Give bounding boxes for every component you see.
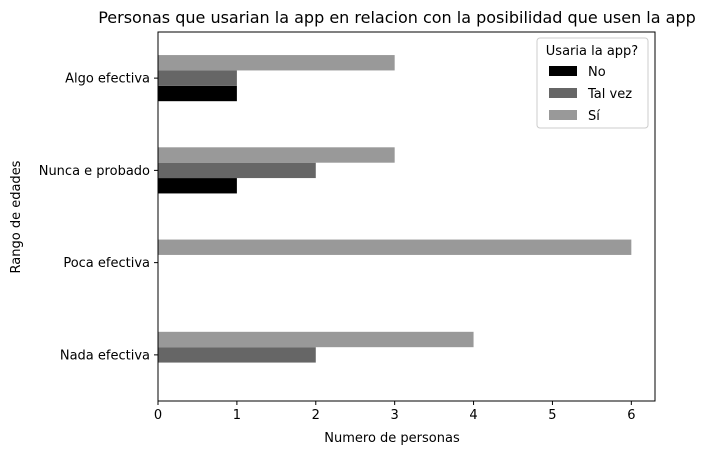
x-tick-label: 4	[469, 408, 477, 423]
x-tick-label: 0	[154, 408, 162, 423]
legend-box	[536, 37, 649, 129]
y-axis-label: Rango de edades	[9, 160, 24, 273]
bar-s--2	[158, 147, 395, 163]
x-tick-label: 2	[312, 408, 320, 423]
y-tick-label: Algo efectiva	[65, 72, 150, 87]
chart-title: Personas que usarian la app en relacion …	[98, 8, 696, 27]
legend-swatch	[549, 110, 577, 120]
x-axis-label: Numero de personas	[324, 431, 460, 446]
legend-label: Tal vez	[587, 87, 632, 102]
bar-no-3	[158, 85, 237, 102]
legend-title: Usaria la app?	[546, 44, 638, 59]
bar-s--3	[158, 55, 395, 71]
y-tick-label: Poca efectiva	[63, 256, 150, 271]
bar-tal-vez-0	[158, 347, 316, 363]
legend-swatch	[549, 88, 577, 98]
bar-tal-vez-2	[158, 162, 316, 179]
x-tick-label: 1	[233, 408, 241, 423]
legend-label: Sí	[588, 109, 600, 124]
x-tick-label: 5	[548, 408, 556, 423]
x-tick-label: 3	[391, 408, 399, 423]
bar-s--1	[158, 239, 632, 255]
bar-s--0	[158, 331, 474, 348]
y-tick-label: Nada efectiva	[60, 348, 150, 363]
bar-tal-vez-3	[158, 70, 237, 86]
bars-group	[158, 55, 632, 363]
legend-swatch	[549, 66, 577, 76]
legend-items: No Tal vez Sí	[549, 65, 632, 124]
x-tick-label: 6	[627, 408, 635, 423]
y-axis: Nada efectiva Poca efectiva Nunca e probad…	[39, 72, 158, 363]
legend: Usaria la app? No Tal vez Sí	[536, 37, 649, 129]
x-axis: 0 1 2 3 4 5 6	[154, 401, 635, 423]
plot-frame	[157, 31, 656, 402]
y-tick-label: Nunca e probado	[39, 164, 150, 179]
bar-no-2	[158, 178, 237, 194]
legend-label: No	[588, 65, 606, 80]
